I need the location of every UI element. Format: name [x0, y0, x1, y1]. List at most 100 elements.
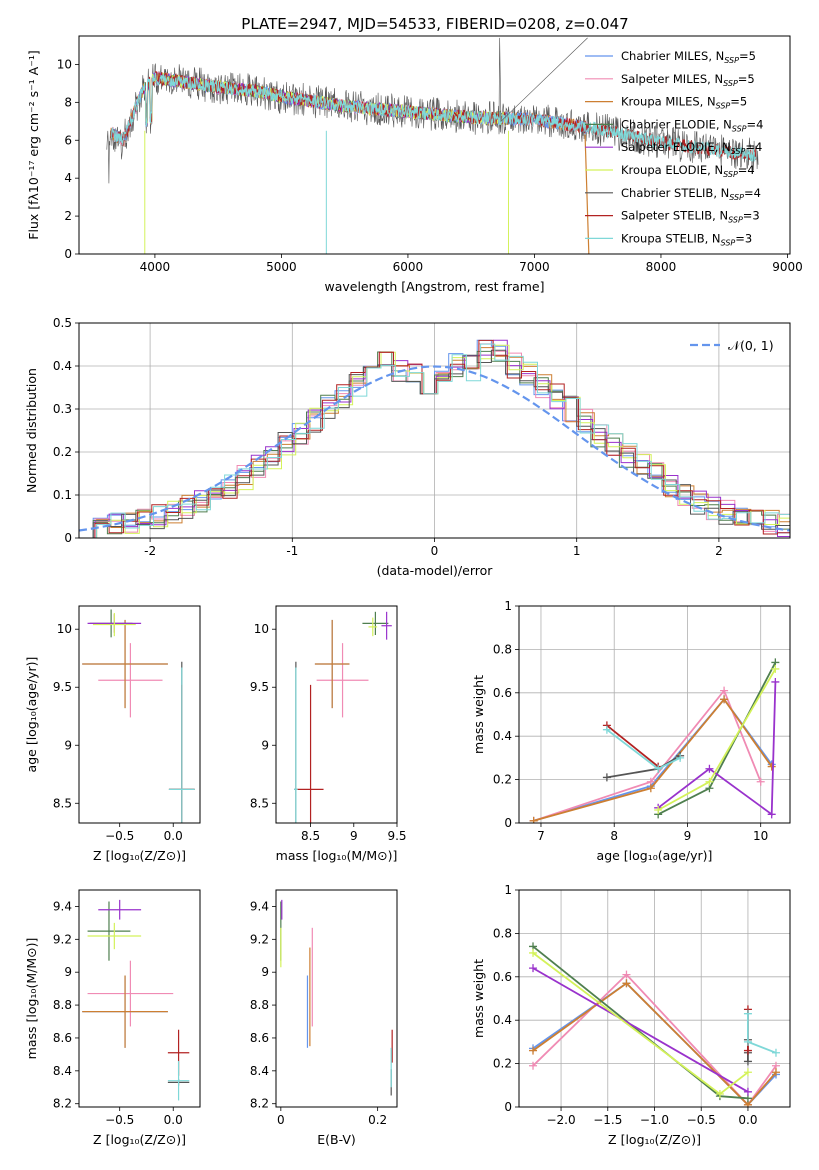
series-line [532, 945, 748, 1100]
histogram-salpeter-stelib [79, 339, 790, 538]
data-point [771, 1068, 780, 1077]
data-point [715, 1089, 724, 1098]
tick-label-y: 1 [504, 883, 512, 897]
tick-label-x: 9 [684, 829, 692, 843]
errorbar-kroupa-elodie [92, 612, 136, 637]
data-point [771, 677, 780, 686]
legend-name: Kroupa ELODIE, N [621, 163, 723, 177]
panel-spectrum: 4000 5000 6000 7000 8000 9000 0 2 4 6 8 10 wavelengt… [26, 35, 803, 294]
spectrum-kroupa-stelib [110, 72, 757, 163]
series-kroupa-elodie [654, 664, 780, 814]
legend-value: =4 [747, 117, 764, 131]
legend-entry-kroupa-stelib: Kroupa STELIB, NSSP=3 [621, 231, 752, 247]
series-line [657, 668, 777, 811]
tick-label-x: 8.5 [301, 829, 320, 843]
series-chabrier-elodie [529, 942, 752, 1103]
tick-label-y: 9.5 [53, 680, 72, 694]
data-point [529, 948, 538, 957]
panels-layer: 4000 5000 6000 7000 8000 90000246810wavelengt… [24, 35, 803, 1147]
plot-area [280, 899, 393, 1096]
errorbar-kroupa-stelib [294, 667, 298, 823]
legend-name: Salpeter ELODIE, N [621, 140, 731, 154]
tick-label-y: 0 [504, 816, 512, 830]
errorbar-salpeter-miles [316, 643, 369, 718]
data-point [720, 695, 729, 704]
tick-label-x: −0.5 [687, 1113, 716, 1127]
x-axis-label: age [log₁₀(age/yr)] [597, 848, 713, 863]
tick-label-x: 0.0 [164, 829, 183, 843]
tick-label-y: 0.2 [493, 1057, 512, 1071]
errorbar-salpeter-stelib [297, 684, 324, 823]
data-point [654, 764, 663, 773]
series-line [657, 661, 777, 816]
tick-label-y: 0.6 [493, 686, 512, 700]
tick-label-x: −0.5 [105, 829, 134, 843]
histogram-kroupa-stelib [79, 343, 790, 538]
tick-label-y: 0.2 [53, 445, 72, 459]
tick-label-y: 0.4 [53, 359, 72, 373]
errorbar-kroupa-elodie [368, 617, 378, 637]
data-point [743, 1009, 752, 1018]
tick-label-x: −2.0 [546, 1113, 575, 1127]
panel-mass-vs-ebv: 0 0.2 8.2 8.4 8.6 8.8 9 9.2 9.4 E(B-V) [250, 889, 398, 1147]
histogram-salpeter-miles [79, 343, 790, 538]
tick-label-y: 10 [254, 622, 269, 636]
series-kroupa-elodie [529, 948, 752, 1098]
y-axis-label: Flux [fλ10⁻¹⁷ erg cm⁻² s⁻¹ A⁻¹] [26, 50, 41, 239]
tick-label-y: 8.5 [250, 796, 269, 810]
tick-label-y: 8.2 [250, 1097, 269, 1111]
axes-frame [275, 605, 398, 824]
tick-label-y: 8.4 [53, 1064, 72, 1078]
x-axis-label: mass [log₁₀(M/M⊙)] [276, 848, 398, 863]
x-axis-label: Z [log₁₀(Z/Z⊙)] [93, 1132, 186, 1147]
data-point [767, 762, 776, 771]
legend-subscript: SSP [724, 56, 739, 65]
x-axis-label: Z [log₁₀(Z/Z⊙)] [93, 848, 186, 863]
tick-label-y: 0.8 [493, 926, 512, 940]
tick-label-x: -2 [144, 544, 156, 558]
legend-subscript: SSP [716, 102, 731, 111]
tick-label-x: 0.0 [738, 1113, 757, 1127]
tick-label-y: 0.3 [53, 402, 72, 416]
tick-label-y: 9 [64, 738, 72, 752]
data-point [602, 725, 611, 734]
legend-value: =5 [739, 49, 756, 63]
data-point [529, 1061, 538, 1070]
tick-label-x: 0 [431, 544, 439, 558]
legend-subscript: SSP [728, 216, 743, 225]
legend-entry-kroupa-miles: Kroupa MILES, NSSP=5 [621, 95, 747, 111]
tick-label-y: 8.6 [250, 1031, 269, 1045]
x-axis-label: (data-model)/error [377, 563, 494, 578]
tick-label-y: 0.6 [493, 970, 512, 984]
tick-label-y: 0.2 [493, 773, 512, 787]
data-point [529, 964, 538, 973]
tick-label-y: 8 [64, 95, 72, 109]
errorbar-kroupa-miles [82, 619, 168, 709]
data-point [756, 777, 765, 786]
legend-entry-salpeter-miles: Salpeter MILES, NSSP=5 [621, 72, 755, 88]
series-salpeter-stelib [602, 721, 663, 771]
data-point [743, 1087, 752, 1096]
x-axis-label: wavelength [Angstrom, rest frame] [324, 279, 544, 294]
tick-label-x: −1.0 [640, 1113, 669, 1127]
tick-label-x: 9.5 [387, 829, 406, 843]
data-point [654, 805, 663, 814]
tick-label-y: 4 [64, 171, 72, 185]
errorbar-salpeter-elodie [98, 899, 142, 920]
legend-entry-chabrier-stelib: Chabrier STELIB, NSSP=4 [621, 186, 761, 202]
legend-entry-kroupa-elodie: Kroupa ELODIE, NSSP=4 [621, 163, 755, 179]
tick-label-y: 9 [64, 965, 72, 979]
data-point [743, 1068, 752, 1077]
tick-label-x: 9 [350, 829, 358, 843]
legend-entry-salpeter-stelib: Salpeter STELIB, NSSP=3 [621, 209, 760, 225]
axes-frame [518, 605, 791, 824]
tick-label-y: 0.1 [53, 488, 72, 502]
tick-label-y: 0.5 [53, 316, 72, 330]
spectrum-spike [498, 37, 588, 122]
legend-name: Salpeter MILES, N [621, 72, 723, 86]
panel-age-vs-z: −0.5 0.0 8.5 9 9.5 10 Z [log₁₀(Z/Z⊙)] age [log₁… [24, 605, 201, 863]
histogram-chabrier-stelib [79, 349, 790, 538]
series-line [657, 681, 777, 817]
